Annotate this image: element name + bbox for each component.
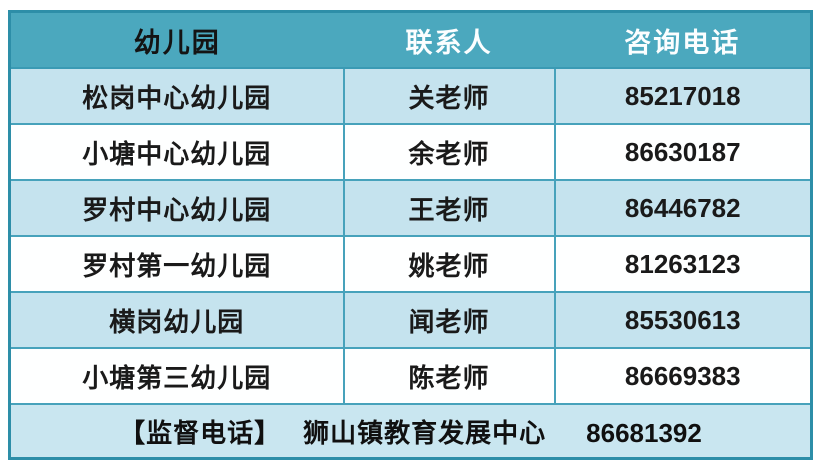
supervision-org: 狮山镇教育发展中心: [303, 417, 547, 448]
phone-number-cell: 85530613: [553, 291, 813, 349]
supervision-row: 【监督电话】 狮山镇教育发展中心 86681392: [9, 403, 812, 460]
kindergarten-name-cell: 罗村第一幼儿园: [8, 235, 345, 293]
kindergarten-name-cell: 松岗中心幼儿园: [8, 67, 345, 125]
table-row: 松岗中心幼儿园 关老师 85217018: [8, 67, 813, 125]
table-body: 松岗中心幼儿园 关老师 85217018 小塘中心幼儿园 余老师 86630187 罗村中心…: [8, 67, 813, 405]
phone-number-cell: 81263123: [553, 235, 813, 293]
contact-name-cell: 关老师: [342, 67, 556, 125]
phone-number-cell: 86669383: [553, 347, 813, 405]
supervision-phone: 86681392: [586, 417, 702, 448]
contact-name-cell: 余老师: [342, 123, 556, 181]
kindergarten-name-cell: 罗村中心幼儿园: [8, 179, 345, 237]
table-row: 横岗幼儿园 闻老师 85530613: [8, 291, 813, 349]
column-header-kindergarten: 幼儿园: [9, 11, 344, 69]
kindergarten-name-cell: 小塘第三幼儿园: [8, 347, 345, 405]
kindergarten-contact-table: 幼儿园 联系人 咨询电话 松岗中心幼儿园 关老师 85217018 小塘中心幼儿园 余老…: [8, 10, 813, 460]
table-row: 小塘中心幼儿园 余老师 86630187: [8, 123, 813, 181]
supervision-label: 【监督电话】: [119, 417, 282, 448]
contact-name-cell: 王老师: [342, 179, 556, 237]
phone-number-cell: 86446782: [553, 179, 813, 237]
phone-number-cell: 85217018: [553, 67, 813, 125]
table-header-row: 幼儿园 联系人 咨询电话: [9, 11, 812, 69]
kindergarten-name-cell: 小塘中心幼儿园: [8, 123, 345, 181]
supervision-cell: 【监督电话】 狮山镇教育发展中心 86681392: [9, 403, 812, 460]
phone-number-cell: 86630187: [553, 123, 813, 181]
contact-name-cell: 陈老师: [342, 347, 556, 405]
column-header-phone: 咨询电话: [554, 11, 812, 69]
table-row: 小塘第三幼儿园 陈老师 86669383: [8, 347, 813, 405]
contact-name-cell: 闻老师: [342, 291, 556, 349]
table-row: 罗村第一幼儿园 姚老师 81263123: [8, 235, 813, 293]
contact-name-cell: 姚老师: [342, 235, 556, 293]
column-header-contact-person: 联系人: [343, 11, 555, 69]
kindergarten-name-cell: 横岗幼儿园: [8, 291, 345, 349]
kindergarten-contact-table-wrap: 幼儿园 联系人 咨询电话 松岗中心幼儿园 关老师 85217018 小塘中心幼儿园 余老…: [8, 10, 813, 460]
table-row: 罗村中心幼儿园 王老师 86446782: [8, 179, 813, 237]
